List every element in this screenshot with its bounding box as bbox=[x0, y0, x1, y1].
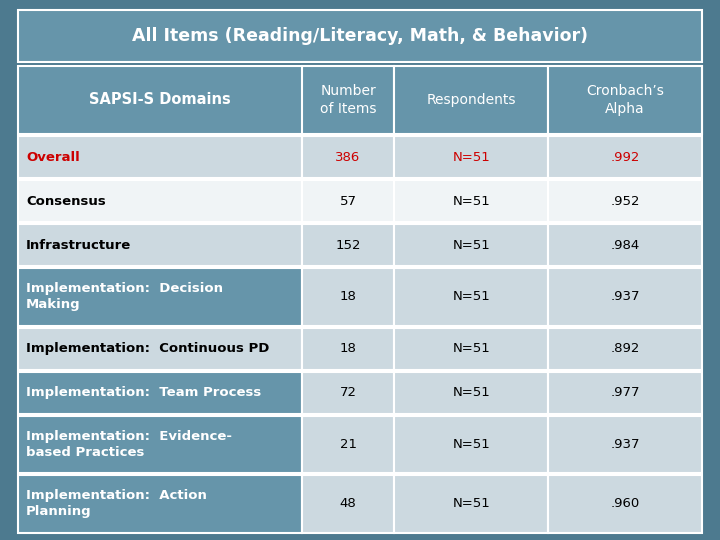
Bar bbox=[548, 328, 702, 369]
Bar bbox=[302, 180, 395, 222]
Bar bbox=[395, 475, 548, 532]
Bar bbox=[548, 372, 702, 414]
Bar bbox=[18, 10, 702, 62]
Bar bbox=[18, 224, 302, 266]
Bar bbox=[548, 136, 702, 178]
Text: 18: 18 bbox=[340, 342, 356, 355]
Text: SAPSI-S Domains: SAPSI-S Domains bbox=[89, 92, 231, 107]
Text: Respondents: Respondents bbox=[426, 93, 516, 107]
Bar bbox=[302, 224, 395, 266]
Text: Cronbach’s
Alpha: Cronbach’s Alpha bbox=[586, 84, 664, 116]
Bar bbox=[548, 180, 702, 222]
Text: N=51: N=51 bbox=[452, 386, 490, 399]
Bar bbox=[302, 475, 395, 532]
Text: Consensus: Consensus bbox=[26, 194, 106, 207]
Bar bbox=[395, 372, 548, 414]
Text: .937: .937 bbox=[611, 438, 640, 451]
Text: 48: 48 bbox=[340, 497, 356, 510]
Text: Implementation:  Action
Planning: Implementation: Action Planning bbox=[26, 489, 207, 518]
Bar bbox=[302, 416, 395, 473]
Bar bbox=[18, 136, 302, 178]
Text: 18: 18 bbox=[340, 291, 356, 303]
Text: .892: .892 bbox=[611, 342, 640, 355]
Text: .992: .992 bbox=[611, 151, 640, 164]
Text: 386: 386 bbox=[336, 151, 361, 164]
Bar bbox=[18, 180, 302, 222]
Bar bbox=[302, 136, 395, 178]
Bar bbox=[395, 136, 548, 178]
Bar bbox=[18, 328, 302, 369]
Text: Implementation:  Evidence-
based Practices: Implementation: Evidence- based Practice… bbox=[26, 430, 232, 459]
Bar bbox=[302, 372, 395, 414]
Text: N=51: N=51 bbox=[452, 291, 490, 303]
Text: Overall: Overall bbox=[26, 151, 80, 164]
Bar bbox=[18, 268, 302, 326]
Text: N=51: N=51 bbox=[452, 239, 490, 252]
Text: .977: .977 bbox=[611, 386, 640, 399]
Text: .937: .937 bbox=[611, 291, 640, 303]
Text: N=51: N=51 bbox=[452, 194, 490, 207]
Bar bbox=[395, 180, 548, 222]
Bar bbox=[18, 416, 302, 473]
Text: 72: 72 bbox=[340, 386, 356, 399]
Text: N=51: N=51 bbox=[452, 497, 490, 510]
Text: N=51: N=51 bbox=[452, 438, 490, 451]
Bar bbox=[302, 268, 395, 326]
Text: N=51: N=51 bbox=[452, 151, 490, 164]
Bar bbox=[395, 224, 548, 266]
Bar bbox=[302, 328, 395, 369]
Text: Infrastructure: Infrastructure bbox=[26, 239, 131, 252]
Bar bbox=[18, 372, 302, 414]
Text: All Items (Reading/Literacy, Math, & Behavior): All Items (Reading/Literacy, Math, & Beh… bbox=[132, 27, 588, 45]
Bar bbox=[395, 66, 548, 134]
Text: Number
of Items: Number of Items bbox=[320, 84, 377, 116]
Text: 57: 57 bbox=[340, 194, 356, 207]
Text: 152: 152 bbox=[336, 239, 361, 252]
Bar bbox=[395, 268, 548, 326]
Bar bbox=[395, 416, 548, 473]
Text: N=51: N=51 bbox=[452, 342, 490, 355]
Text: Implementation:  Decision
Making: Implementation: Decision Making bbox=[26, 282, 223, 311]
Bar bbox=[548, 416, 702, 473]
Text: 21: 21 bbox=[340, 438, 356, 451]
Text: Implementation:  Team Process: Implementation: Team Process bbox=[26, 386, 261, 399]
Text: Implementation:  Continuous PD: Implementation: Continuous PD bbox=[26, 342, 269, 355]
Bar bbox=[548, 224, 702, 266]
Bar bbox=[548, 66, 702, 134]
Text: .960: .960 bbox=[611, 497, 639, 510]
Bar bbox=[548, 268, 702, 326]
Bar bbox=[548, 475, 702, 532]
Text: .952: .952 bbox=[611, 194, 640, 207]
Bar bbox=[18, 66, 702, 134]
Bar bbox=[395, 328, 548, 369]
Bar bbox=[18, 475, 302, 532]
Text: .984: .984 bbox=[611, 239, 639, 252]
Bar bbox=[302, 66, 395, 134]
